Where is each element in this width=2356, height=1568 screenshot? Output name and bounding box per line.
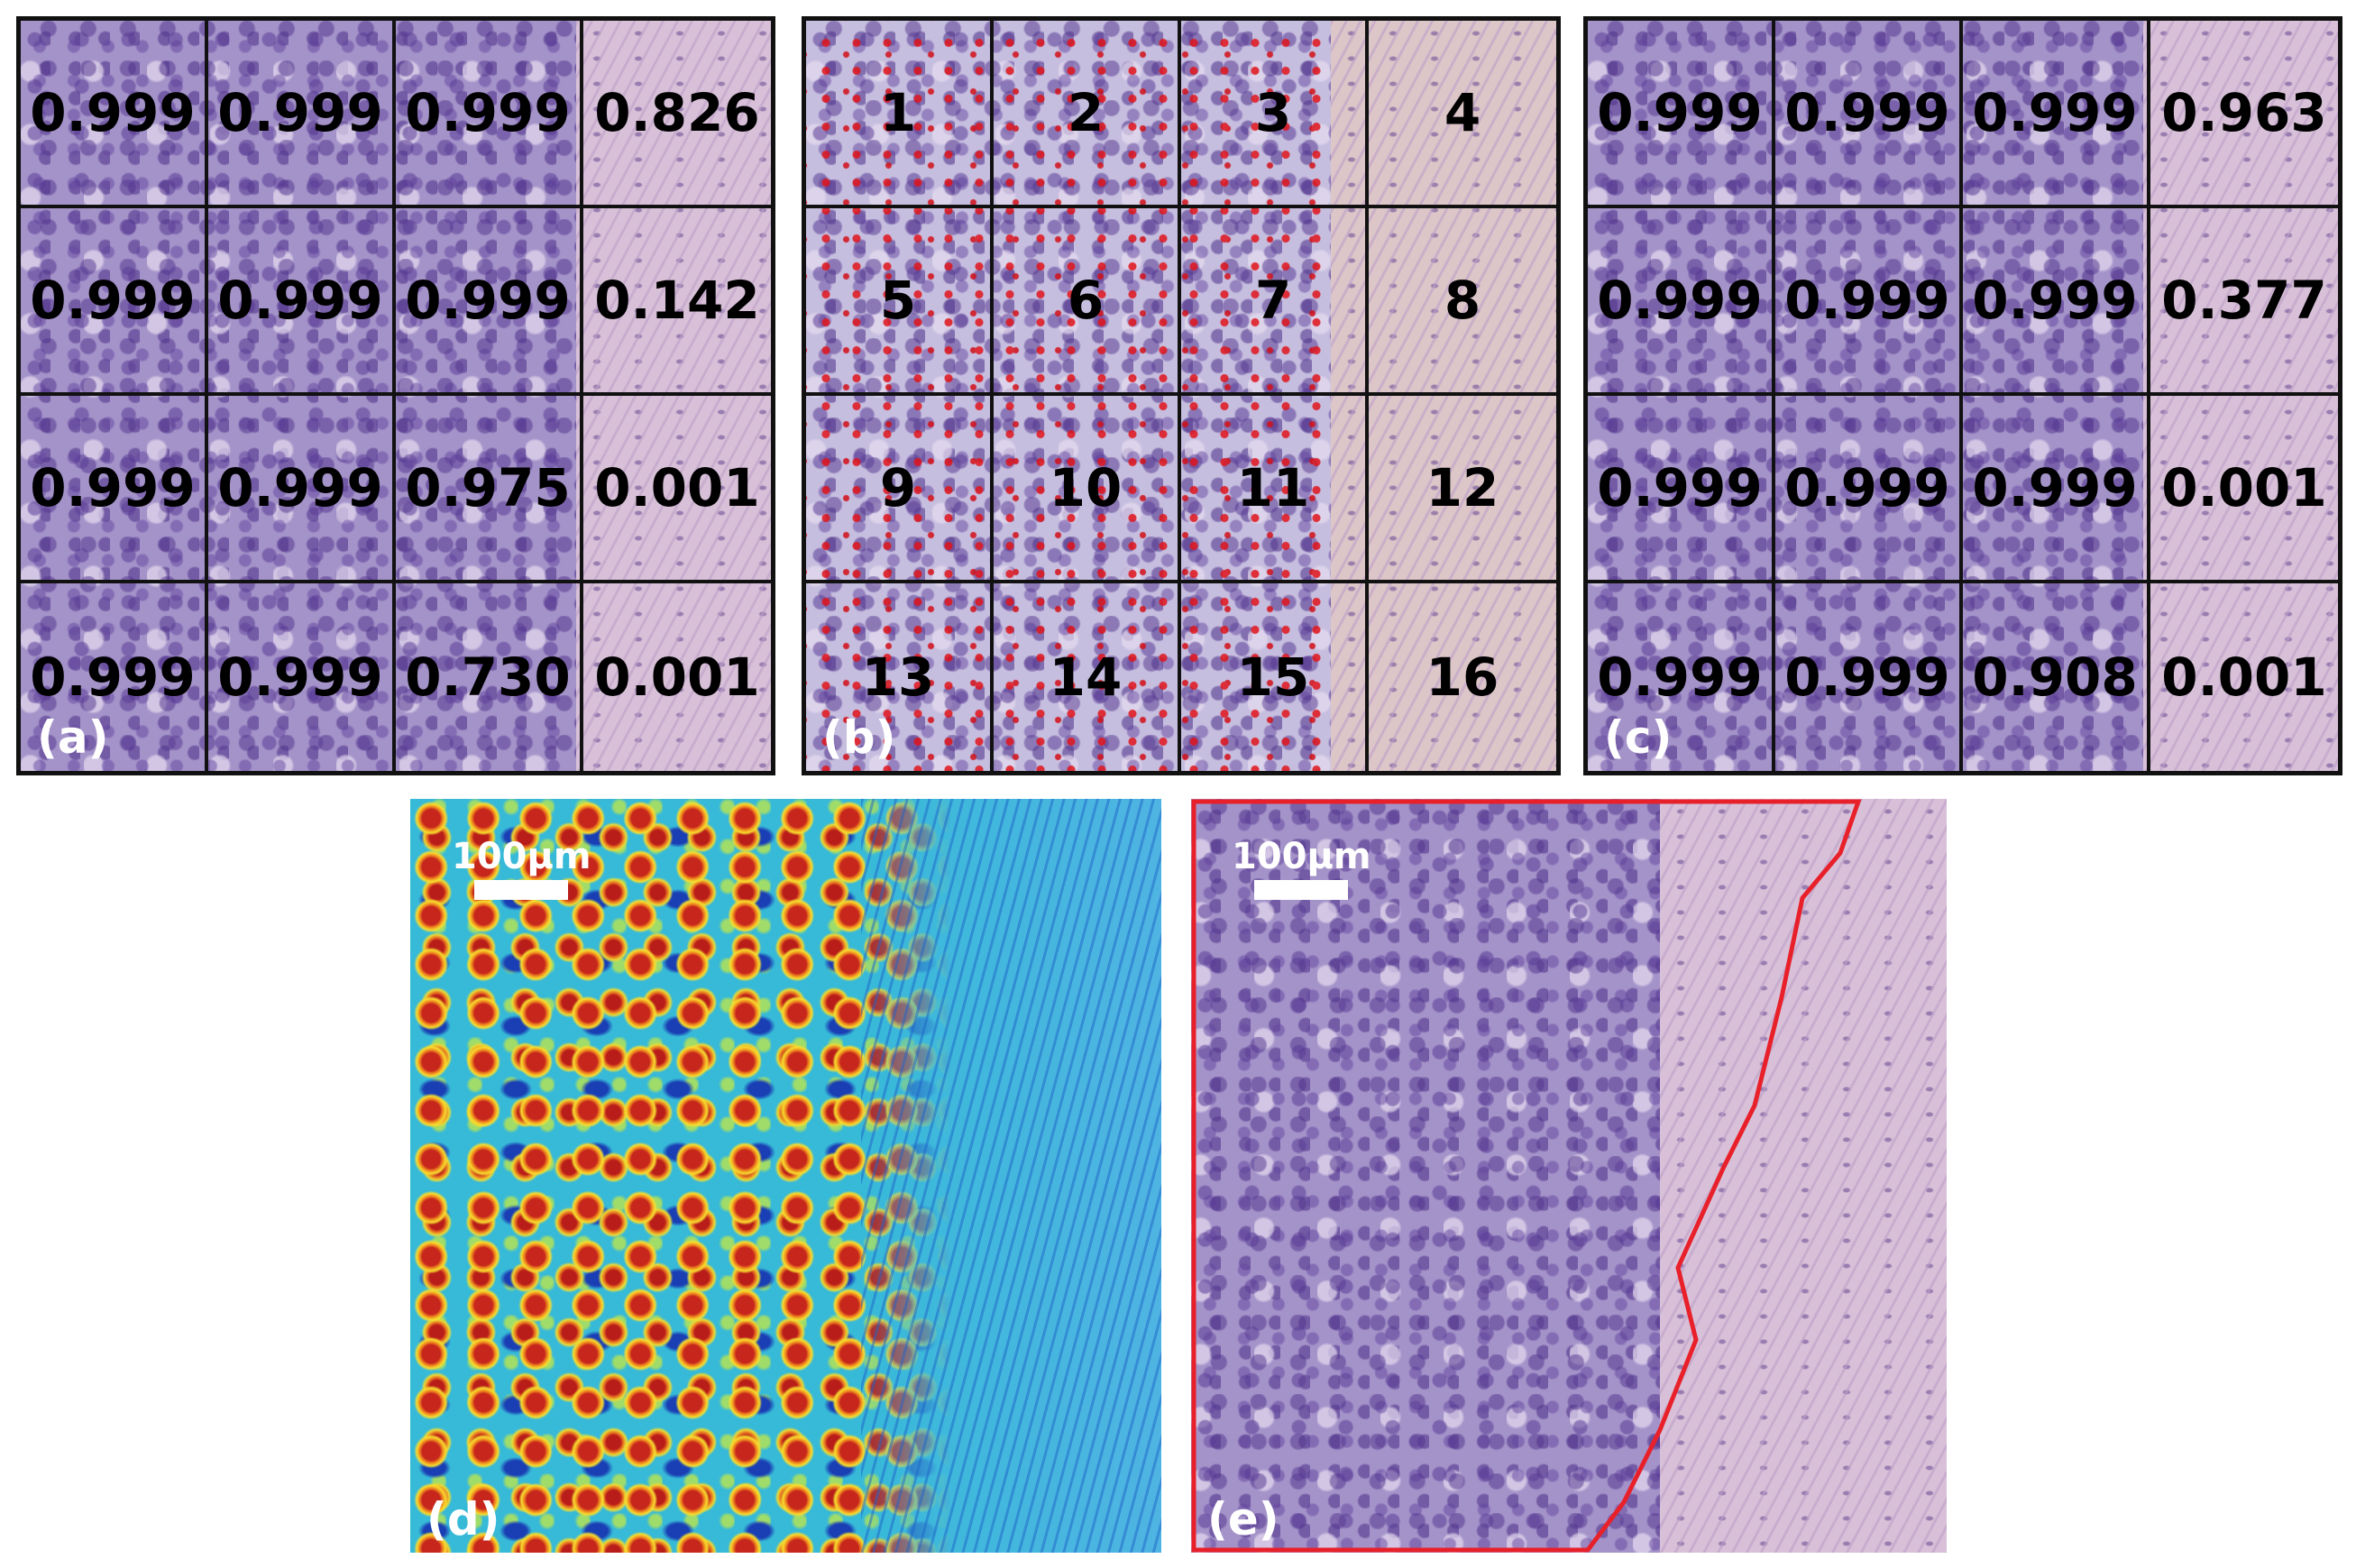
tile-value: 0.999: [1588, 396, 1775, 583]
tile-value: 0.377: [2150, 208, 2338, 396]
tile-value: 0.999: [1775, 396, 1963, 583]
stroma-region: [575, 21, 771, 771]
tile-value: 0.001: [583, 396, 771, 583]
panel-a-probability-grid: 0.999 0.999 0.999 0.826 0.999 0.999 0.99…: [16, 16, 775, 775]
tile-index: 7: [1181, 208, 1369, 396]
tile-value: 0.730: [396, 583, 583, 771]
tile-value: 0.999: [208, 583, 396, 771]
panel-label: (d): [426, 1493, 500, 1545]
tile-value: 0.999: [1588, 583, 1775, 771]
tile-value: 0.999: [208, 396, 396, 583]
tile-value: 0.999: [208, 208, 396, 396]
tile-index: 2: [994, 21, 1181, 208]
tile-value: 0.999: [1963, 21, 2150, 208]
tile-index: 8: [1369, 208, 1556, 396]
tile-value: 0.963: [2150, 21, 2338, 208]
tile-value: 0.975: [396, 396, 583, 583]
tile-index: 5: [806, 208, 994, 396]
tile-value: 0.001: [2150, 396, 2338, 583]
scale-bar-label: 100μm: [452, 836, 591, 877]
panel-label: (e): [1207, 1493, 1279, 1545]
panel-b-tile-index-grid: 1 2 3 4 5 6 7 8 9 10 11 12 13 14 15 16 (…: [802, 16, 1561, 775]
heatmap-low-region: [860, 799, 1161, 1553]
tile-value: 0.999: [1588, 21, 1775, 208]
scale-bar: 100μm: [1232, 837, 1371, 900]
tile-index: 16: [1426, 646, 1499, 708]
tile-grid: 1 2 3 4 5 6 7 8 9 10 11 12 13 14 15 16: [806, 21, 1556, 771]
tile-index: 11: [1181, 396, 1369, 583]
tile-value: 0.999: [1775, 21, 1963, 208]
tile-value: 0.999: [21, 396, 208, 583]
tile-index: 1: [806, 21, 994, 208]
stroma-region: [1331, 21, 1556, 771]
tile-value: 0.999: [1963, 208, 2150, 396]
tile-value: 0.999: [1963, 396, 2150, 583]
tile-index: 3: [1181, 21, 1369, 208]
tile-value: 0.999: [1588, 208, 1775, 396]
tile-index: 10: [994, 396, 1181, 583]
scale-bar: 100μm: [452, 837, 591, 900]
tile-index: 15: [1181, 583, 1369, 771]
tile-value: 0.999: [21, 208, 208, 396]
scale-bar-label: 100μm: [1232, 836, 1371, 877]
tile-index: 9: [806, 396, 994, 583]
stroma-region: [1659, 799, 1947, 1553]
tile-grid: 0.999 0.999 0.999 0.826 0.999 0.999 0.99…: [21, 21, 771, 771]
tile-index: 4: [1369, 21, 1556, 208]
tile-value: 0.999: [208, 21, 396, 208]
tile-index: 13: [806, 583, 994, 771]
tile-value: 0.001: [594, 646, 760, 708]
tile-value: 0.999: [1775, 208, 1963, 396]
tile-grid: 0.999 0.999 0.999 0.963 0.999 0.999 0.99…: [1588, 21, 2338, 771]
tile-value: 0.001: [2161, 646, 2327, 708]
nuclei-detection-markers: [806, 21, 1347, 771]
tile-index: 6: [994, 208, 1181, 396]
tile-value: 0.908: [1963, 583, 2150, 771]
panel-label: (a): [37, 711, 109, 764]
scale-bar-line: [1254, 880, 1349, 900]
tile-value: 0.999: [396, 21, 583, 208]
panel-e-annotated-tissue: 100μm (e): [1191, 799, 1947, 1553]
scale-bar-line: [474, 880, 569, 900]
tile-index: 14: [994, 583, 1181, 771]
tumor-boundary: [1191, 799, 1862, 1553]
tile-value: 0.142: [583, 208, 771, 396]
stroma-region: [2142, 21, 2338, 771]
tile-value: 0.826: [583, 21, 771, 208]
tile-value: 0.999: [21, 583, 208, 771]
tile-value: 0.999: [21, 21, 208, 208]
tile-value: 0.999: [396, 208, 583, 396]
panel-label: (c): [1604, 711, 1673, 764]
tile-value: 0.999: [1775, 583, 1963, 771]
panel-label: (b): [822, 711, 896, 764]
panel-c-probability-grid: 0.999 0.999 0.999 0.963 0.999 0.999 0.99…: [1583, 16, 2342, 775]
tile-index: 12: [1369, 396, 1556, 583]
panel-d-heatmap: 100μm (d): [410, 799, 1161, 1553]
